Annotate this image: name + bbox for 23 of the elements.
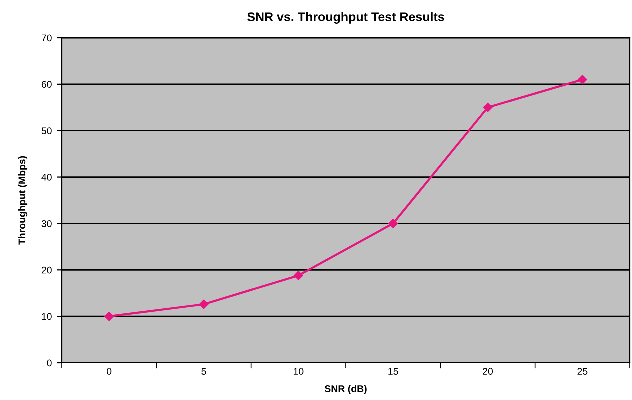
x-tick-label: 25 bbox=[578, 368, 588, 375]
point bbox=[388, 219, 398, 228]
x-tick-label: 15 bbox=[388, 368, 398, 375]
point bbox=[294, 271, 304, 280]
y-tick-label: 30 bbox=[42, 220, 52, 228]
y-tick-label: 0 bbox=[47, 360, 52, 367]
y-tick-label: 40 bbox=[42, 174, 52, 181]
y-tick-label: 20 bbox=[42, 266, 52, 274]
point bbox=[483, 103, 493, 112]
y-tick-label: 70 bbox=[42, 34, 52, 42]
point bbox=[578, 75, 588, 84]
x-axis-title: SNR (dB) bbox=[324, 385, 367, 394]
point bbox=[199, 300, 209, 310]
y-tick-label: 60 bbox=[42, 81, 52, 88]
y-axis-title: Throughput (Mbps) bbox=[18, 156, 28, 245]
x-tick-label: 5 bbox=[202, 368, 206, 375]
x-tick-label: 10 bbox=[294, 368, 304, 375]
x-tick-label: 0 bbox=[107, 368, 112, 375]
chart-title: SNR vs. Throughput Test Results bbox=[248, 12, 444, 24]
y-tick-label: 10 bbox=[42, 313, 52, 320]
point bbox=[104, 312, 114, 322]
x-tick-label: 20 bbox=[483, 368, 494, 375]
y-tick-label: 50 bbox=[42, 128, 52, 134]
